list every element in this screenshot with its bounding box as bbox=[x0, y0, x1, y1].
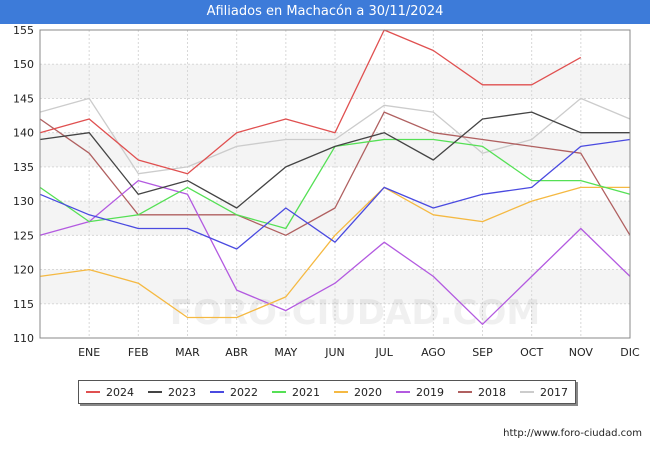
x-tick-label: ABR bbox=[225, 346, 248, 359]
chart-title: Afiliados en Machacón a 30/11/2024 bbox=[0, 0, 650, 24]
y-tick-label: 115 bbox=[13, 298, 34, 311]
legend-label: 2024 bbox=[106, 385, 134, 399]
x-tick-label: NOV bbox=[569, 346, 594, 359]
legend-item-2018: 2018 bbox=[458, 386, 506, 399]
legend-swatch bbox=[334, 391, 348, 393]
y-tick-label: 110 bbox=[13, 332, 34, 345]
legend-swatch bbox=[210, 391, 224, 393]
legend-item-2024: 2024 bbox=[86, 386, 134, 399]
watermark: FORO-CIUDAD.COM bbox=[170, 293, 541, 333]
x-tick-label: JUL bbox=[374, 346, 393, 359]
x-tick-label: AGO bbox=[421, 346, 446, 359]
legend-swatch bbox=[86, 391, 100, 393]
legend-item-2020: 2020 bbox=[334, 386, 382, 399]
legend-label: 2023 bbox=[168, 385, 196, 399]
legend: 2024 2023 2022 2021 2020 2019 2018 2017 bbox=[78, 380, 576, 404]
legend-label: 2018 bbox=[478, 385, 506, 399]
y-tick-label: 120 bbox=[13, 264, 34, 277]
grid-band bbox=[40, 132, 630, 167]
legend-swatch bbox=[458, 391, 472, 393]
legend-item-2023: 2023 bbox=[148, 386, 196, 399]
series-line-2023 bbox=[39, 111, 630, 209]
y-tick-label: 140 bbox=[13, 127, 34, 140]
x-tick-label: JUN bbox=[324, 346, 345, 359]
series-line-2022 bbox=[39, 138, 631, 250]
series-line-2024 bbox=[39, 29, 582, 175]
y-tick-label: 155 bbox=[13, 24, 34, 37]
x-tick-label: DIC bbox=[620, 346, 640, 359]
legend-item-2019: 2019 bbox=[396, 386, 444, 399]
legend-swatch bbox=[520, 391, 534, 393]
x-tick-label: FEB bbox=[128, 346, 149, 359]
plot-border bbox=[39, 29, 631, 339]
grid-band bbox=[40, 64, 630, 99]
y-tick-label: 130 bbox=[13, 195, 34, 208]
legend-label: 2017 bbox=[540, 385, 568, 399]
legend-item-2022: 2022 bbox=[210, 386, 258, 399]
x-tick-label: MAR bbox=[175, 346, 200, 359]
x-tick-label: ENE bbox=[78, 346, 100, 359]
series-line-2019 bbox=[39, 179, 631, 325]
y-tick-label: 145 bbox=[13, 92, 34, 105]
legend-swatch bbox=[148, 391, 162, 393]
legend-swatch bbox=[396, 391, 410, 393]
x-tick-label: SEP bbox=[472, 346, 493, 359]
y-tick-label: 125 bbox=[13, 229, 34, 242]
legend-swatch bbox=[272, 391, 286, 393]
legend-item-2021: 2021 bbox=[272, 386, 320, 399]
y-tick-label: 150 bbox=[13, 58, 34, 71]
series-line-2017 bbox=[39, 97, 631, 175]
legend-label: 2019 bbox=[416, 385, 444, 399]
legend-item-2017: 2017 bbox=[520, 386, 568, 399]
legend-label: 2020 bbox=[354, 385, 382, 399]
legend-label: 2021 bbox=[292, 385, 320, 399]
y-tick-label: 135 bbox=[13, 161, 34, 174]
x-tick-label: MAY bbox=[274, 346, 297, 359]
series-line-2020 bbox=[39, 186, 630, 319]
source-link[interactable]: http://www.foro-ciudad.com bbox=[503, 428, 642, 439]
legend-label: 2022 bbox=[230, 385, 258, 399]
x-tick-label: OCT bbox=[520, 346, 543, 359]
